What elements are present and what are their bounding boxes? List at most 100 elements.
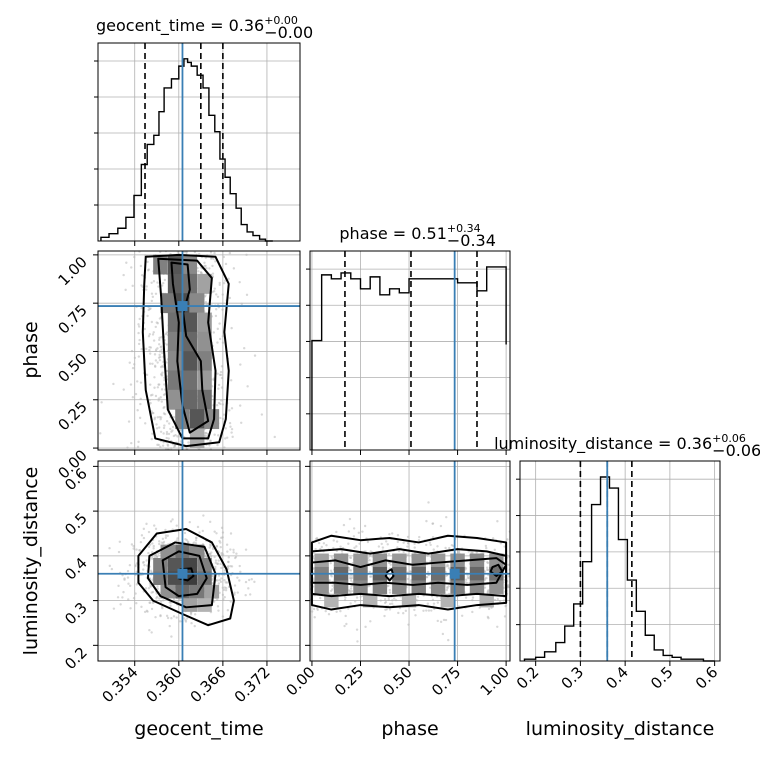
- density-cell: [204, 584, 220, 599]
- scatter-point: [124, 288, 127, 292]
- scatter-point: [161, 537, 165, 541]
- scatter-point: [148, 543, 152, 546]
- y-tick-label: 0.75: [54, 301, 90, 337]
- scatter-point: [233, 584, 237, 587]
- scatter-point: [220, 365, 224, 368]
- x-tick-label: 0.5: [647, 663, 677, 693]
- scatter-point: [112, 607, 116, 610]
- scatter-point: [222, 413, 226, 416]
- scatter-point: [130, 349, 134, 353]
- scatter-point: [126, 576, 130, 579]
- scatter-point: [215, 545, 219, 548]
- scatter-point: [225, 543, 229, 546]
- scatter-point: [156, 347, 159, 350]
- density-cell: [430, 553, 446, 568]
- scatter-point: [464, 596, 468, 599]
- scatter-point: [222, 598, 225, 601]
- scatter-point: [464, 567, 468, 570]
- scatter-point: [239, 570, 242, 574]
- scatter-point: [313, 616, 316, 619]
- scatter-point: [221, 593, 225, 597]
- scatter-point: [228, 409, 231, 412]
- histogram-panel-geocent_time: geocent_time = 0.36+0.00−0.00: [94, 14, 313, 246]
- scatter-point: [214, 565, 217, 569]
- scatter-point: [238, 579, 241, 582]
- panel-title-sub: −0.06: [712, 441, 760, 460]
- scatter-point: [135, 602, 138, 605]
- truth-marker: [449, 568, 460, 579]
- scatter-point: [158, 383, 161, 386]
- scatter-point: [226, 550, 229, 553]
- scatter-point: [422, 609, 425, 612]
- scatter-point: [194, 542, 198, 545]
- scatter-point: [131, 284, 134, 288]
- scatter-point: [205, 435, 209, 438]
- panel-title-sub: −0.00: [264, 23, 313, 42]
- scatter-point: [427, 609, 431, 612]
- scatter-point: [358, 542, 361, 545]
- x-tick-label: 0.360: [143, 663, 186, 706]
- scatter-point: [166, 616, 170, 620]
- scatter-point: [312, 607, 316, 611]
- scatter-point: [352, 535, 356, 538]
- scatter-point: [150, 281, 153, 285]
- scatter-point: [162, 599, 165, 602]
- truth-marker: [177, 568, 188, 579]
- density-cell: [450, 580, 465, 594]
- scatter-point: [165, 420, 169, 423]
- scatter-point: [404, 609, 408, 613]
- x-tick-label: 1.00: [477, 663, 513, 699]
- scatter-point: [381, 546, 385, 549]
- scatter-point: [162, 426, 166, 430]
- scatter-point: [441, 632, 445, 636]
- scatter-point: [150, 410, 153, 413]
- scatter-point: [436, 601, 440, 604]
- scatter-point: [356, 640, 359, 643]
- scatter-point: [496, 520, 499, 523]
- scatter-point: [198, 531, 201, 534]
- scatter-point: [148, 348, 151, 352]
- scatter-point: [149, 585, 152, 588]
- scatter-point: [221, 531, 225, 534]
- scatter-point: [150, 320, 154, 324]
- scatter-point: [221, 417, 225, 421]
- scatter-point: [149, 383, 152, 386]
- scatter-point: [230, 431, 233, 434]
- scatter-point: [158, 415, 161, 419]
- scatter-point: [229, 532, 233, 535]
- scatter-point: [325, 544, 328, 547]
- scatter-point: [139, 264, 143, 268]
- scatter-point: [135, 583, 139, 586]
- density-cell: [167, 331, 183, 352]
- scatter-point: [147, 551, 150, 555]
- scatter-point: [211, 264, 214, 268]
- scatter-point: [140, 534, 144, 537]
- scatter-point: [130, 543, 134, 546]
- scatter-point: [244, 548, 248, 551]
- scatter-point: [507, 563, 510, 566]
- scatter-point: [216, 372, 219, 375]
- scatter-point: [229, 600, 232, 603]
- scatter-point: [217, 401, 221, 405]
- scatter-point: [364, 625, 367, 629]
- density-cell: [167, 312, 183, 333]
- scatter-point: [221, 403, 225, 406]
- scatter-point: [145, 288, 148, 291]
- scatter-point: [159, 430, 163, 433]
- scatter-point: [142, 527, 146, 531]
- scatter-point: [406, 542, 410, 545]
- x-axis-title-phase: phase: [381, 718, 438, 740]
- scatter-point: [219, 541, 222, 544]
- scatter-point: [228, 296, 232, 300]
- scatter-point: [165, 343, 169, 346]
- scatter-point: [471, 598, 474, 602]
- scatter-point: [193, 624, 196, 628]
- scatter-point: [496, 625, 499, 628]
- scatter-point: [195, 536, 198, 540]
- scatter-point: [163, 412, 167, 416]
- scatter-point: [197, 270, 200, 273]
- scatter-point: [184, 619, 187, 622]
- scatter-point: [239, 363, 242, 366]
- contour-level-2: [157, 257, 217, 440]
- scatter-point: [142, 560, 145, 564]
